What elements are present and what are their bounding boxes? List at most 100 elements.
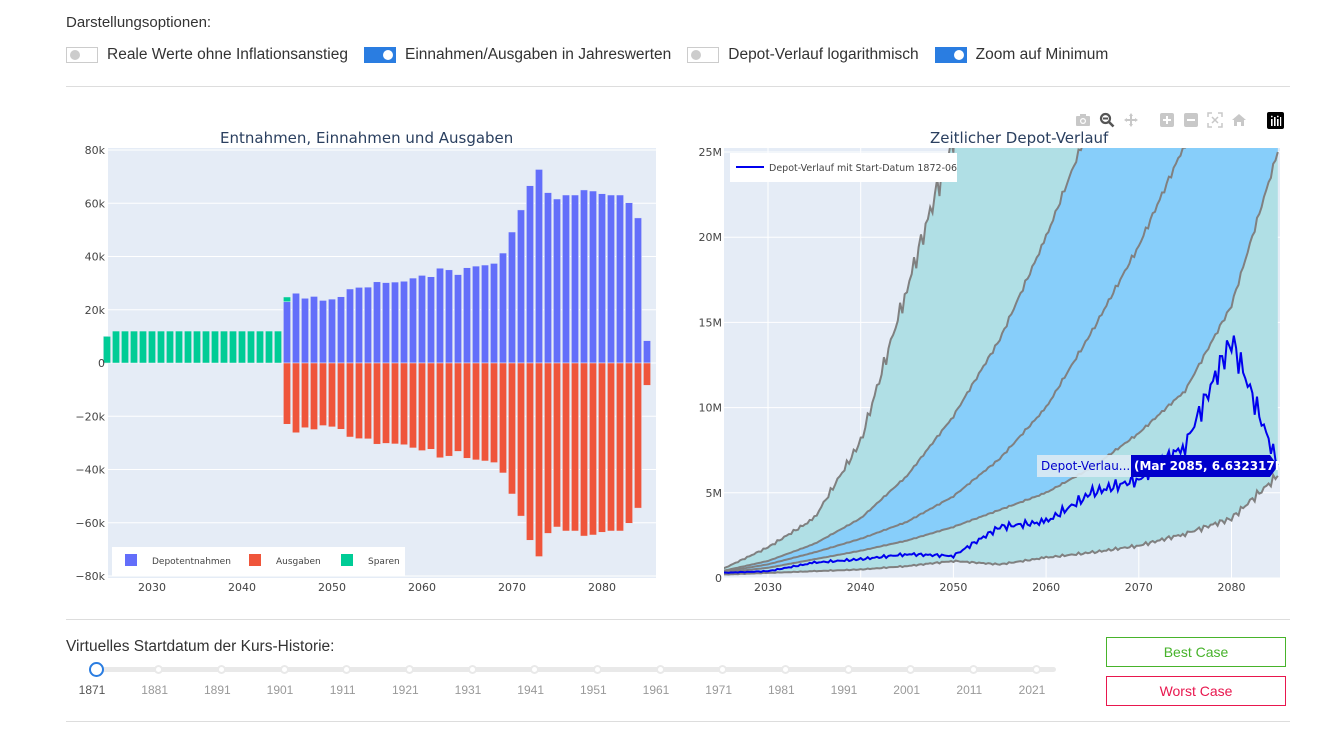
slider-mark-dot[interactable] xyxy=(1031,665,1041,674)
toggle-real-values[interactable]: Reale Werte ohne Inflationsanstieg xyxy=(66,46,348,64)
bar-ausgaben xyxy=(589,362,597,536)
bar-ausgaben xyxy=(580,362,588,537)
slider-mark-label[interactable]: 2021 xyxy=(1018,683,1046,697)
bar-depotentnahmen xyxy=(499,252,507,364)
bar-ausgaben xyxy=(526,362,534,541)
bar-depotentnahmen xyxy=(463,267,471,364)
y-tick-label: 10M xyxy=(699,402,723,415)
bar-depotentnahmen xyxy=(571,194,579,364)
worst-case-button[interactable]: Worst Case xyxy=(1106,676,1286,706)
slider-mark-label[interactable]: 1931 xyxy=(454,683,482,697)
slider-mark-dot[interactable] xyxy=(655,665,665,674)
bar-sparen xyxy=(274,330,282,364)
bar-sparen xyxy=(265,330,273,364)
slider-mark-label[interactable]: 1921 xyxy=(391,683,419,697)
toggle-switch[interactable] xyxy=(934,47,967,63)
slider-mark-dot[interactable] xyxy=(780,665,790,674)
bar-ausgaben xyxy=(418,362,426,451)
hover-tooltip: Depot-Verlau... (Mar 2085, 6.632317M) xyxy=(1037,455,1292,477)
bar-depotentnahmen xyxy=(607,194,615,364)
bar-depotentnahmen xyxy=(283,301,291,364)
band-line-upper xyxy=(724,148,1083,572)
bar-sparen xyxy=(166,330,174,364)
slider-mark-dot[interactable] xyxy=(592,665,602,674)
y-tick-label: 20k xyxy=(85,304,106,317)
slider-mark-label[interactable]: 1911 xyxy=(329,683,356,697)
slider-mark-label[interactable]: 1871 xyxy=(78,683,106,697)
bar-depotentnahmen xyxy=(472,265,480,364)
bar-depotentnahmen xyxy=(310,296,318,364)
bar-ausgaben xyxy=(301,362,309,428)
bar-depotentnahmen xyxy=(553,198,561,364)
slider-mark-label[interactable]: 2001 xyxy=(893,683,921,697)
zoom-out-icon[interactable] xyxy=(1182,111,1200,129)
best-case-button[interactable]: Best Case xyxy=(1106,637,1286,667)
zoom-in-icon[interactable] xyxy=(1158,111,1176,129)
bar-depotentnahmen xyxy=(382,282,390,364)
slider-mark-dot[interactable] xyxy=(154,665,164,674)
bar-ausgaben xyxy=(625,362,633,524)
legend-swatch xyxy=(249,554,261,566)
bar-ausgaben xyxy=(400,362,408,445)
y-tick-label: 80k xyxy=(85,144,106,157)
bar-depotentnahmen xyxy=(364,286,372,364)
toggle-switch[interactable] xyxy=(687,47,720,63)
slider-mark-label[interactable]: 1881 xyxy=(141,683,169,697)
toggle-zoom-minimum[interactable]: Zoom auf Minimum xyxy=(934,46,1108,64)
legend-label: Depot-Verlauf mit Start-Datum 1872-06 xyxy=(769,163,957,174)
bar-ausgaben xyxy=(436,362,444,459)
bar-ausgaben xyxy=(319,362,327,426)
camera-icon[interactable] xyxy=(1074,111,1092,129)
slider-mark-label[interactable]: 1981 xyxy=(767,683,795,697)
slider-mark-label[interactable]: 1891 xyxy=(203,683,231,697)
slider-mark-label[interactable]: 1991 xyxy=(830,683,858,697)
bar-ausgaben xyxy=(391,362,399,445)
bar-sparen xyxy=(184,330,192,364)
bar-depotentnahmen xyxy=(616,194,624,364)
bar-sparen xyxy=(121,330,129,364)
slider-mark-dot[interactable] xyxy=(342,665,352,674)
toggle-log-scale[interactable]: Depot-Verlauf logarithmisch xyxy=(687,46,919,64)
pan-icon[interactable] xyxy=(1122,111,1140,129)
bar-ausgaben xyxy=(364,362,372,440)
bar-ausgaben xyxy=(481,362,489,462)
slider-mark-dot[interactable] xyxy=(843,665,853,674)
bar-chart: 80k 60k 40k 20k 0 −20k −40k −60k −80k 2030 2040 205… xyxy=(75,144,656,594)
slider-mark-dot[interactable] xyxy=(216,665,226,674)
toggle-yearly-values[interactable]: Einnahmen/Ausgaben in Jahreswerten xyxy=(363,46,671,64)
slider-mark-label[interactable]: 2011 xyxy=(956,683,983,697)
zoom-icon[interactable] xyxy=(1098,111,1116,129)
slider-mark-dot[interactable] xyxy=(530,665,540,674)
bar-ausgaben xyxy=(517,362,525,517)
slider-mark-dot[interactable] xyxy=(404,665,414,674)
slider-mark-label[interactable]: 1901 xyxy=(266,683,294,697)
bar-depotentnahmen xyxy=(427,276,435,364)
slider-mark-label[interactable]: 1941 xyxy=(517,683,545,697)
toggle-switch[interactable] xyxy=(363,47,396,63)
plotly-logo-icon[interactable] xyxy=(1266,111,1284,129)
bar-ausgaben xyxy=(643,362,651,386)
slider-mark-label[interactable]: 1971 xyxy=(705,683,733,697)
y-tick-label: 60k xyxy=(85,197,106,210)
autoscale-icon[interactable] xyxy=(1206,111,1224,129)
toggle-knob xyxy=(691,50,702,60)
bar-depotentnahmen xyxy=(508,231,516,364)
bar-sparen xyxy=(139,330,147,364)
bar-depotentnahmen xyxy=(562,194,570,364)
slider-mark-dot[interactable] xyxy=(718,665,728,674)
bar-sparen xyxy=(157,330,165,364)
start-date-slider-track[interactable] xyxy=(96,667,1056,672)
x-tick-label: 2040 xyxy=(847,581,875,594)
legend-label: Depotentnahmen xyxy=(152,557,231,567)
slider-mark-dot[interactable] xyxy=(968,665,978,674)
home-icon[interactable] xyxy=(1230,111,1248,129)
slider-mark-dot[interactable] xyxy=(467,665,477,674)
start-date-slider-handle[interactable] xyxy=(89,662,104,677)
slider-mark-label[interactable]: 1961 xyxy=(642,683,670,697)
y-tick-label: −40k xyxy=(75,464,105,477)
toggle-switch[interactable] xyxy=(66,47,98,63)
slider-mark-label[interactable]: 1951 xyxy=(579,683,607,697)
bar-depotentnahmen xyxy=(517,209,525,364)
slider-mark-dot[interactable] xyxy=(279,665,289,674)
slider-mark-dot[interactable] xyxy=(906,665,916,674)
